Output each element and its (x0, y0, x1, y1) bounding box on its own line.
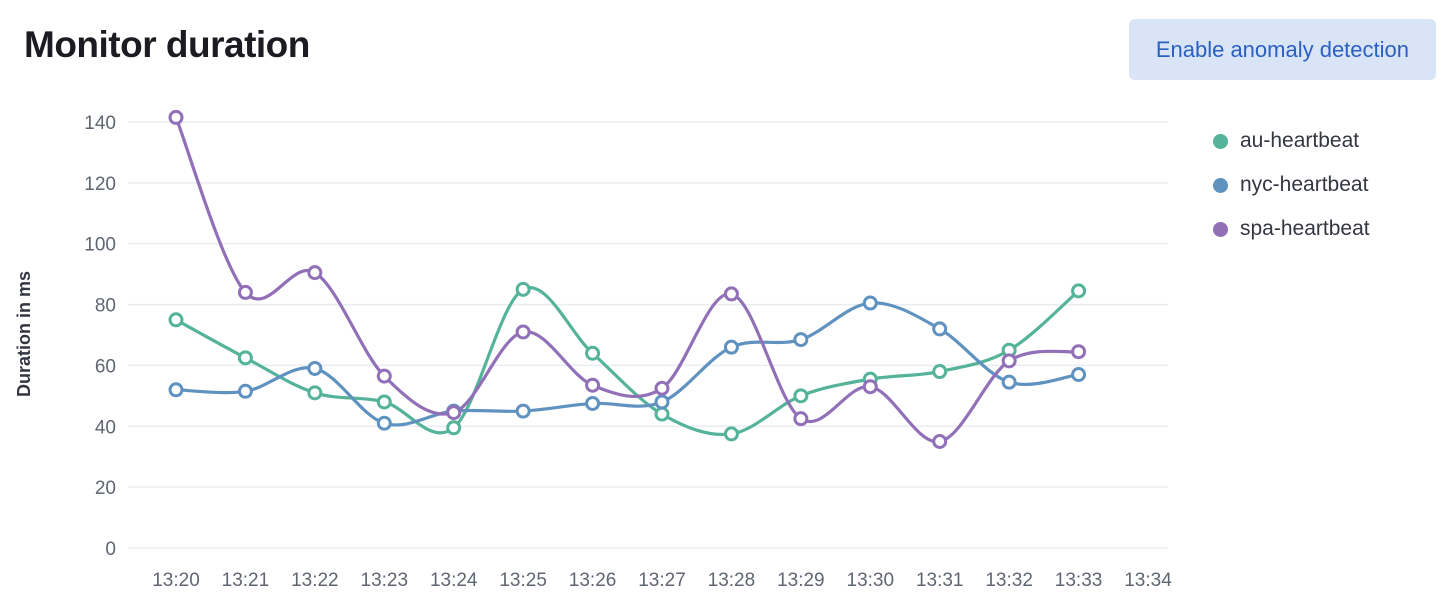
svg-text:13:20: 13:20 (152, 570, 200, 591)
legend-dot-nyc-heartbeat (1213, 177, 1228, 193)
svg-text:13:26: 13:26 (569, 570, 617, 591)
svg-text:13:25: 13:25 (499, 570, 547, 591)
svg-text:120: 120 (84, 174, 116, 195)
chart-legend: au-heartbeat nyc-heartbeat spa-heartbeat (1213, 126, 1370, 258)
svg-text:13:34: 13:34 (1124, 570, 1172, 591)
y-axis-title: Duration in ms (14, 271, 34, 398)
svg-text:13:22: 13:22 (291, 570, 339, 591)
legend-item-au-heartbeat[interactable]: au-heartbeat (1213, 126, 1370, 156)
legend-label: spa-heartbeat (1240, 217, 1370, 240)
page-title: Monitor duration (24, 24, 310, 65)
svg-text:13:33: 13:33 (1055, 570, 1103, 591)
duration-chart[interactable]: 0 20 40 60 80 100 120 140 13:20 13:21 13:22 13:23 13… (60, 108, 1190, 600)
enable-anomaly-detection-button[interactable]: Enable anomaly detection (1128, 19, 1436, 80)
svg-text:13:31: 13:31 (916, 570, 964, 591)
svg-text:13:29: 13:29 (777, 570, 825, 591)
svg-text:60: 60 (95, 356, 116, 377)
legend-label: nyc-heartbeat (1240, 173, 1369, 196)
svg-text:13:28: 13:28 (708, 570, 756, 591)
svg-text:13:27: 13:27 (638, 570, 686, 591)
svg-text:40: 40 (95, 417, 116, 438)
legend-dot-spa-heartbeat (1213, 221, 1228, 237)
duration-chart-svg[interactable]: 0 20 40 60 80 100 120 140 13:20 13:21 13:22 13:23 13… (60, 108, 1190, 600)
svg-text:100: 100 (84, 235, 116, 256)
legend-label: au-heartbeat (1240, 129, 1360, 152)
svg-text:13:30: 13:30 (847, 570, 895, 591)
svg-text:0: 0 (105, 539, 116, 560)
svg-text:13:24: 13:24 (430, 570, 478, 591)
svg-text:80: 80 (95, 296, 116, 317)
svg-text:13:32: 13:32 (985, 570, 1033, 591)
svg-text:20: 20 (95, 478, 116, 499)
legend-item-spa-heartbeat[interactable]: spa-heartbeat (1213, 214, 1370, 244)
legend-item-nyc-heartbeat[interactable]: nyc-heartbeat (1213, 170, 1370, 200)
legend-dot-au-heartbeat (1213, 133, 1228, 149)
svg-text:13:21: 13:21 (222, 570, 270, 591)
svg-text:13:23: 13:23 (361, 570, 409, 591)
svg-text:140: 140 (84, 113, 116, 134)
